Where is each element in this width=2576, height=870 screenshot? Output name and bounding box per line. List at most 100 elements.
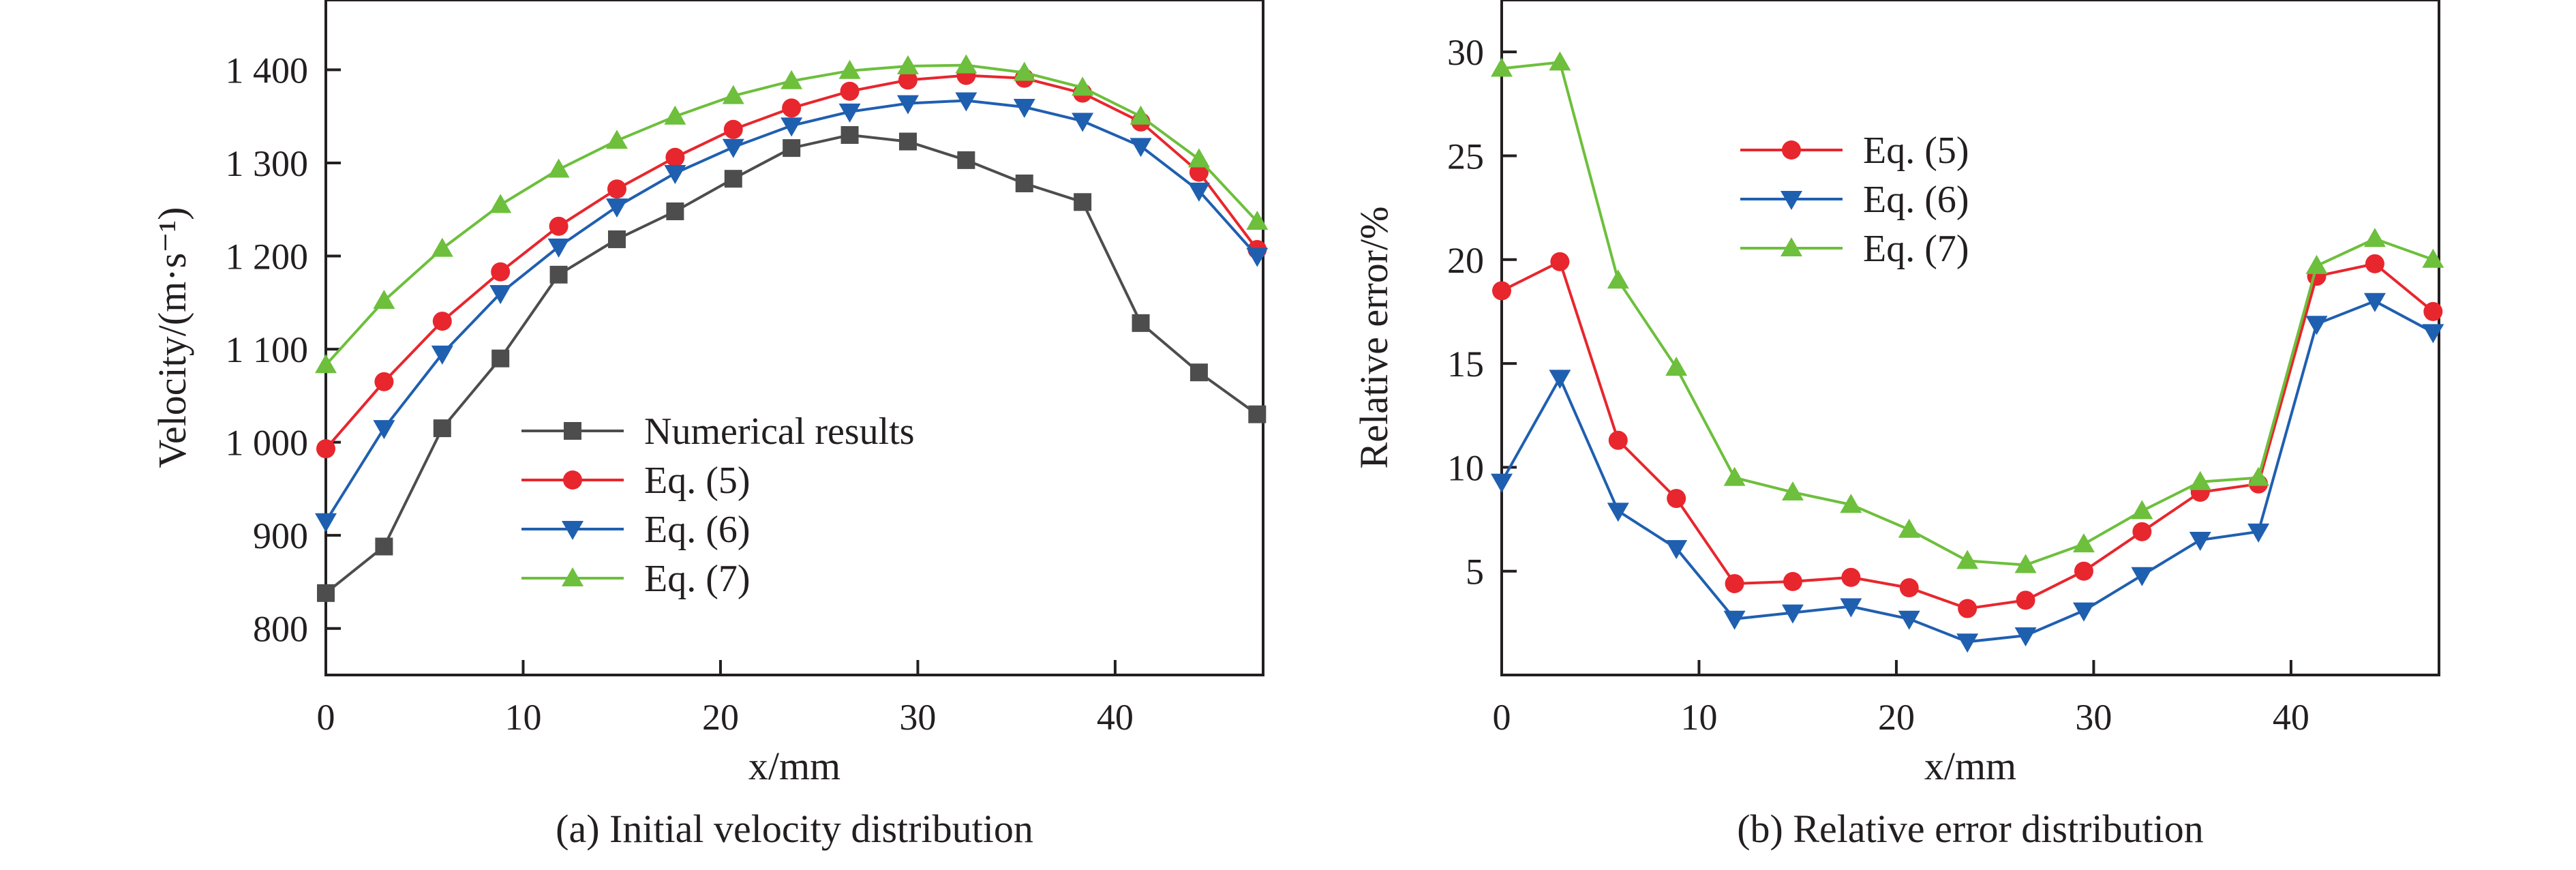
- data-point: [724, 170, 742, 188]
- data-point: [605, 130, 628, 149]
- legend-label: Eq. (6): [1863, 179, 1969, 221]
- data-point: [1840, 598, 1862, 618]
- x-tick-label: 0: [1493, 697, 1511, 738]
- x-tick-label: 20: [1878, 697, 1915, 738]
- data-point: [2014, 627, 2037, 647]
- series-eq-7: [1491, 51, 2444, 573]
- ticks-b: 0 10 20 30 40 5 10 15 20 25 30: [1447, 32, 2309, 738]
- y-axis-label-a: Velocity/(m·s⁻¹): [150, 207, 194, 468]
- data-point: [1130, 105, 1152, 125]
- data-point: [1492, 281, 1511, 301]
- legend-label: Eq. (5): [1863, 130, 1969, 172]
- data-point: [1132, 314, 1150, 332]
- data-point: [1956, 550, 1979, 569]
- data-point: [1781, 604, 1804, 624]
- data-point: [432, 312, 452, 331]
- data-point: [375, 537, 393, 556]
- data-point: [2074, 561, 2093, 581]
- data-point: [316, 439, 335, 459]
- data-point: [2132, 522, 2152, 541]
- data-point: [607, 230, 626, 248]
- y-tick-label: 20: [1447, 240, 1484, 281]
- data-point: [1607, 502, 1629, 522]
- ticks-a: 0 10 20 30 40 800 900 1 000 1 100 1 200 1 300 1 400: [226, 50, 1134, 738]
- data-point: [1189, 363, 1208, 382]
- legend-swatch-marker: [562, 567, 584, 586]
- data-point: [1898, 518, 1920, 538]
- data-point: [781, 70, 803, 89]
- panel-b-relative-error-chart: 0 10 20 30 40 5 10 15 20 25 30 Relative error/% x/…: [1352, 0, 2444, 851]
- data-point: [549, 265, 568, 284]
- data-point: [2305, 254, 2328, 274]
- data-point: [1665, 357, 1688, 376]
- data-point: [2014, 554, 2037, 573]
- data-point: [431, 345, 453, 365]
- legend-label: Eq. (7): [1863, 228, 1969, 270]
- data-point: [607, 179, 626, 199]
- data-point: [1781, 481, 1804, 500]
- data-point: [722, 138, 744, 158]
- data-point: [315, 513, 337, 532]
- data-point: [1549, 370, 1571, 389]
- data-point: [373, 420, 395, 440]
- data-point: [1725, 573, 1744, 593]
- data-point: [1665, 540, 1688, 560]
- caption-a: (a) Initial velocity distribution: [556, 807, 1033, 851]
- x-axis-label-a: x/mm: [748, 744, 840, 788]
- data-point: [1607, 269, 1629, 289]
- data-point: [1491, 57, 1513, 77]
- data-point: [2423, 301, 2443, 321]
- data-point: [723, 119, 743, 139]
- y-tick-label: 10: [1447, 447, 1484, 488]
- data-point: [1899, 578, 1919, 598]
- data-point: [1013, 99, 1035, 119]
- data-point: [722, 85, 744, 104]
- data-point: [664, 164, 686, 184]
- data-point: [1956, 633, 1979, 653]
- x-tick-label: 40: [2273, 697, 2309, 738]
- y-tick-label: 800: [253, 609, 308, 650]
- data-point: [957, 151, 975, 169]
- data-point: [547, 238, 570, 258]
- data-point: [1841, 567, 1861, 587]
- data-point: [549, 216, 569, 236]
- y-tick-label: 1 200: [226, 237, 309, 278]
- legend-label: Numerical results: [644, 410, 915, 453]
- legend-a: Numerical results Eq. (5) Eq. (6) Eq. (7): [521, 410, 915, 600]
- data-point: [664, 105, 686, 125]
- legend-b: Eq. (5) Eq. (6) Eq. (7): [1740, 130, 1969, 270]
- data-point: [2072, 602, 2095, 622]
- data-point: [317, 584, 335, 602]
- data-point: [666, 202, 684, 220]
- data-point: [1667, 489, 1686, 509]
- y-tick-label: 15: [1447, 344, 1484, 385]
- data-point: [781, 117, 803, 137]
- data-point: [1074, 193, 1092, 211]
- data-point: [1958, 599, 1978, 618]
- data-point: [2422, 248, 2444, 268]
- data-point: [2365, 254, 2384, 273]
- y-tick-label: 1 100: [226, 329, 309, 370]
- data-point: [315, 354, 337, 374]
- data-point: [782, 98, 802, 118]
- data-point: [2247, 466, 2270, 486]
- data-point: [431, 237, 453, 257]
- legend-item: Eq. (5): [521, 460, 751, 502]
- legend-label: Eq. (6): [644, 509, 751, 551]
- legend-label: Eq. (7): [644, 558, 751, 600]
- data-point: [1840, 494, 1862, 513]
- data-point: [896, 95, 919, 115]
- legend-swatch-marker: [1781, 191, 1802, 210]
- data-point: [2363, 292, 2386, 312]
- legend-label: Eq. (5): [644, 460, 751, 502]
- caption-b: (b) Relative error distribution: [1737, 807, 2204, 851]
- x-tick-label: 0: [317, 697, 335, 738]
- series-eq-6: [315, 92, 1269, 532]
- data-point: [373, 290, 395, 310]
- x-tick-label: 30: [899, 697, 936, 738]
- data-point: [2247, 523, 2270, 543]
- data-point: [1550, 252, 1570, 271]
- data-point: [838, 103, 861, 123]
- x-tick-label: 10: [504, 697, 541, 738]
- data-point: [1549, 51, 1571, 71]
